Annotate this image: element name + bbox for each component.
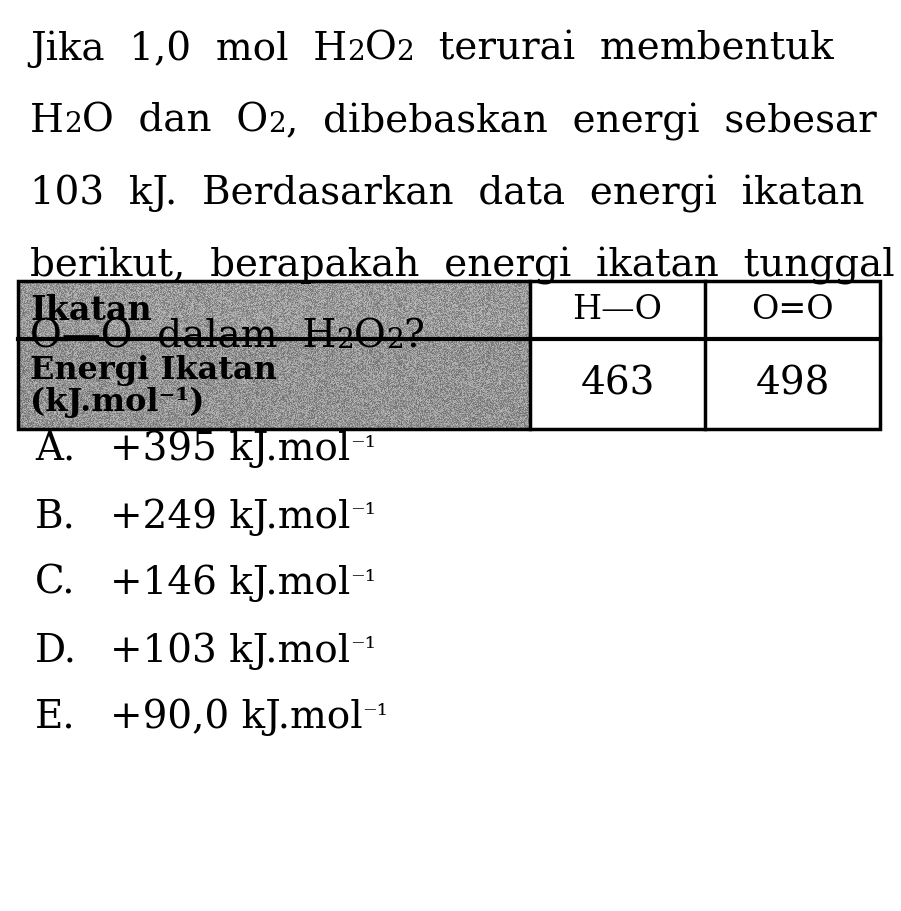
Text: 2: 2 <box>64 111 82 138</box>
Bar <box>18 281 880 429</box>
Text: E.: E. <box>35 699 76 736</box>
Text: ⁻¹: ⁻¹ <box>362 703 388 730</box>
Text: O—O  dalam  H: O—O dalam H <box>30 319 336 356</box>
Text: 2: 2 <box>396 39 414 66</box>
Text: O  dan  O: O dan O <box>82 103 268 140</box>
Text: C.: C. <box>35 565 76 602</box>
Text: +146 kJ.mol: +146 kJ.mol <box>110 565 350 602</box>
Text: A.: A. <box>35 431 76 468</box>
Text: ⁻¹: ⁻¹ <box>350 502 377 529</box>
Bar <box>530 281 705 339</box>
Text: +90,0 kJ.mol: +90,0 kJ.mol <box>110 699 362 736</box>
Text: ⁻¹: ⁻¹ <box>350 636 376 663</box>
Bar <box>705 281 880 339</box>
Bar <box>530 339 705 429</box>
Text: Jika  1,0  mol  H: Jika 1,0 mol H <box>30 31 347 68</box>
Text: (kJ.mol⁻¹): (kJ.mol⁻¹) <box>30 386 205 417</box>
Text: B.: B. <box>35 498 76 535</box>
Text: 2: 2 <box>336 327 354 353</box>
Text: D.: D. <box>35 632 77 669</box>
Text: 498: 498 <box>755 365 830 403</box>
Text: ,  dibebaskan  energi  sebesar: , dibebaskan energi sebesar <box>286 103 877 141</box>
Text: Ikatan: Ikatan <box>30 293 151 326</box>
Text: +395 kJ.mol: +395 kJ.mol <box>110 431 350 468</box>
Text: O=O: O=O <box>751 294 833 326</box>
Text: 463: 463 <box>580 365 655 403</box>
Text: ⁻¹: ⁻¹ <box>350 435 376 462</box>
Text: O: O <box>365 31 396 68</box>
Text: 2: 2 <box>347 39 365 66</box>
Text: berikut,  berapakah  energi  ikatan  tunggal: berikut, berapakah energi ikatan tunggal <box>30 247 895 285</box>
Text: ⁻¹: ⁻¹ <box>350 569 376 596</box>
Text: 103  kJ.  Berdasarkan  data  energi  ikatan: 103 kJ. Berdasarkan data energi ikatan <box>30 175 864 213</box>
Text: ?: ? <box>404 319 424 356</box>
Text: +249 kJ.mol: +249 kJ.mol <box>110 498 350 536</box>
Text: 2: 2 <box>268 111 286 138</box>
Bar <box>705 339 880 429</box>
Text: 2: 2 <box>386 327 404 353</box>
Text: Energi Ikatan: Energi Ikatan <box>30 354 277 385</box>
Text: H: H <box>30 103 64 140</box>
Text: +103 kJ.mol: +103 kJ.mol <box>110 632 350 670</box>
Text: H—O: H—O <box>572 294 662 326</box>
Text: terurai  membentuk: terurai membentuk <box>414 31 834 68</box>
Text: O: O <box>354 319 386 356</box>
